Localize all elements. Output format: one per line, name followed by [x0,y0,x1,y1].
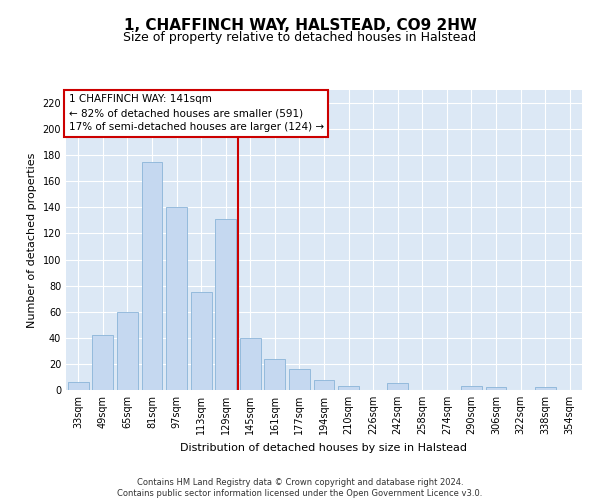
Bar [461,386,482,390]
Bar [142,162,163,390]
Text: Size of property relative to detached houses in Halstead: Size of property relative to detached ho… [124,31,476,44]
Bar [314,380,334,390]
Bar [191,292,212,390]
Text: 1 CHAFFINCH WAY: 141sqm
← 82% of detached houses are smaller (591)
17% of semi-d: 1 CHAFFINCH WAY: 141sqm ← 82% of detache… [68,94,324,132]
Text: 1, CHAFFINCH WAY, HALSTEAD, CO9 2HW: 1, CHAFFINCH WAY, HALSTEAD, CO9 2HW [124,18,476,32]
Y-axis label: Number of detached properties: Number of detached properties [27,152,37,328]
Text: Contains HM Land Registry data © Crown copyright and database right 2024.
Contai: Contains HM Land Registry data © Crown c… [118,478,482,498]
Bar [265,358,286,390]
Bar [289,369,310,390]
X-axis label: Distribution of detached houses by size in Halstead: Distribution of detached houses by size … [181,442,467,452]
Bar [117,312,138,390]
Bar [215,219,236,390]
Bar [387,384,408,390]
Bar [92,335,113,390]
Bar [535,388,556,390]
Bar [68,382,89,390]
Bar [166,208,187,390]
Bar [240,338,261,390]
Bar [485,388,506,390]
Bar [338,386,359,390]
